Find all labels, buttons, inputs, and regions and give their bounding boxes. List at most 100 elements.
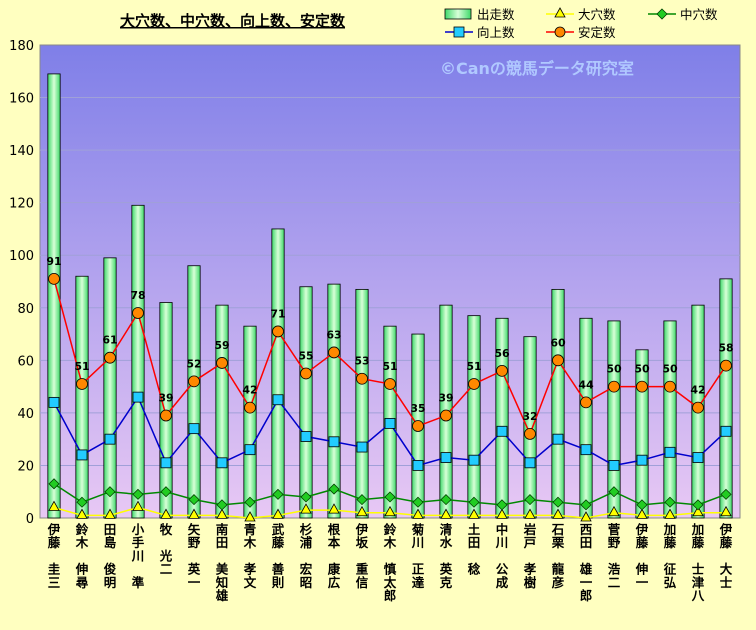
point-marker <box>188 508 200 519</box>
data-label: 63 <box>326 328 341 341</box>
x-tick-label: 正 <box>412 562 425 577</box>
x-tick-label: 杉 <box>300 522 313 537</box>
point-marker <box>384 378 396 390</box>
data-label: 59 <box>214 339 229 352</box>
point-marker <box>412 420 424 432</box>
y-tick-label: 120 <box>9 197 34 212</box>
legend-marker <box>453 26 465 38</box>
point-marker <box>160 409 172 422</box>
x-tick-label: 樹 <box>524 575 537 590</box>
bar <box>719 278 733 519</box>
point-marker <box>524 428 536 440</box>
line-series: 91 51 61 78 39 52 59 42 71 55 63 53 51 35 39 51 56 32 60 44… <box>46 255 734 522</box>
point-marker <box>524 508 536 519</box>
point-marker <box>440 494 452 506</box>
x-tick-label: 野 <box>608 535 621 550</box>
data-label: 50 <box>606 363 622 376</box>
x-tick-label: 野 <box>188 535 201 550</box>
watermark-text: ©Canの競馬データ研究室 <box>440 59 634 78</box>
x-tick-label: 伊 <box>355 522 369 537</box>
point-marker <box>104 433 116 445</box>
point-marker <box>580 511 592 522</box>
bar <box>523 336 537 519</box>
x-tick-label: 美 <box>216 562 229 577</box>
y-tick-label: 140 <box>9 144 34 159</box>
data-label: 91 <box>46 255 61 268</box>
x-tick-label: 藤 <box>691 535 705 550</box>
point-marker <box>552 496 564 508</box>
point-marker <box>720 488 732 500</box>
x-tick-label: 中 <box>496 522 509 537</box>
point-marker <box>356 441 368 453</box>
data-label: 51 <box>74 360 89 373</box>
y-tick-label: 160 <box>9 92 34 107</box>
x-tick-label: 栗 <box>552 535 565 550</box>
x-tick-label: 郎 <box>580 588 593 603</box>
point-marker <box>496 508 508 519</box>
point-marker <box>440 452 452 463</box>
point-marker <box>300 431 312 442</box>
x-tick-label: 津 <box>692 575 705 590</box>
point-marker <box>300 503 312 514</box>
point-marker <box>692 452 704 463</box>
point-marker <box>720 505 732 517</box>
bar <box>243 325 257 519</box>
point-marker <box>692 505 704 517</box>
point-marker <box>608 460 620 471</box>
point-marker <box>636 454 648 466</box>
data-label: 42 <box>690 384 705 397</box>
bar <box>551 288 565 519</box>
x-tick-label: 二 <box>608 575 621 590</box>
x-tick-label: 鈴 <box>76 522 89 537</box>
x-tick-label: 牧 <box>160 522 173 537</box>
point-marker <box>636 499 648 511</box>
x-tick-label: 知 <box>215 575 229 590</box>
x-tick-label: 木 <box>383 535 397 550</box>
data-label: 52 <box>186 357 201 370</box>
x-tick-label: 青 <box>244 522 257 537</box>
x-tick-label: 加 <box>663 522 677 537</box>
x-tick-label: 浦 <box>300 535 313 550</box>
x-tick-label: 康 <box>328 562 341 577</box>
x-tick-label: 菅 <box>608 522 621 537</box>
point-marker <box>76 508 88 519</box>
x-tick-label: 川 <box>411 535 425 550</box>
point-marker <box>608 486 620 498</box>
point-marker <box>272 508 284 519</box>
legend-marker <box>554 7 566 18</box>
x-tick-label: 田 <box>580 535 593 550</box>
x-tick-label: 田 <box>216 535 229 550</box>
point-marker <box>468 496 480 508</box>
x-tick-label: 武 <box>272 522 285 537</box>
point-marker <box>160 486 172 498</box>
x-tick-label: 藤 <box>719 535 733 550</box>
x-tick-label: 木 <box>243 535 257 550</box>
point-marker <box>48 500 60 511</box>
x-tick-label: 成 <box>496 575 509 590</box>
y-tick-label: 100 <box>9 249 34 264</box>
point-marker <box>272 394 284 406</box>
x-tick-label: 孝 <box>523 562 537 577</box>
x-tick-label: 一 <box>580 575 593 590</box>
data-label: 61 <box>102 334 117 347</box>
x-tick-label: 一 <box>636 575 649 590</box>
bar <box>215 304 229 519</box>
x-axis-labels: 伊藤圭三鈴木伸尋田島俊明小手川準牧光二矢野英一南田美知雄青木孝文武藤善則杉浦宏昭… <box>47 522 733 603</box>
data-label: 32 <box>522 410 537 423</box>
data-label: 42 <box>242 384 257 397</box>
x-tick-label: 弘 <box>664 575 677 590</box>
y-tick-label: 40 <box>17 407 34 422</box>
x-tick-label: 藤 <box>47 535 61 550</box>
point-marker <box>412 460 424 471</box>
point-marker <box>328 483 340 495</box>
point-marker <box>664 508 676 519</box>
point-marker <box>440 508 452 519</box>
point-marker <box>608 380 620 393</box>
x-tick-label: 文 <box>244 575 257 590</box>
x-tick-label: 太 <box>384 575 397 590</box>
x-tick-label: 二 <box>160 562 173 577</box>
x-tick-label: 郎 <box>384 588 397 603</box>
point-marker <box>48 396 60 408</box>
x-tick-label: 公 <box>496 562 509 577</box>
x-tick-label: 則 <box>271 575 285 590</box>
